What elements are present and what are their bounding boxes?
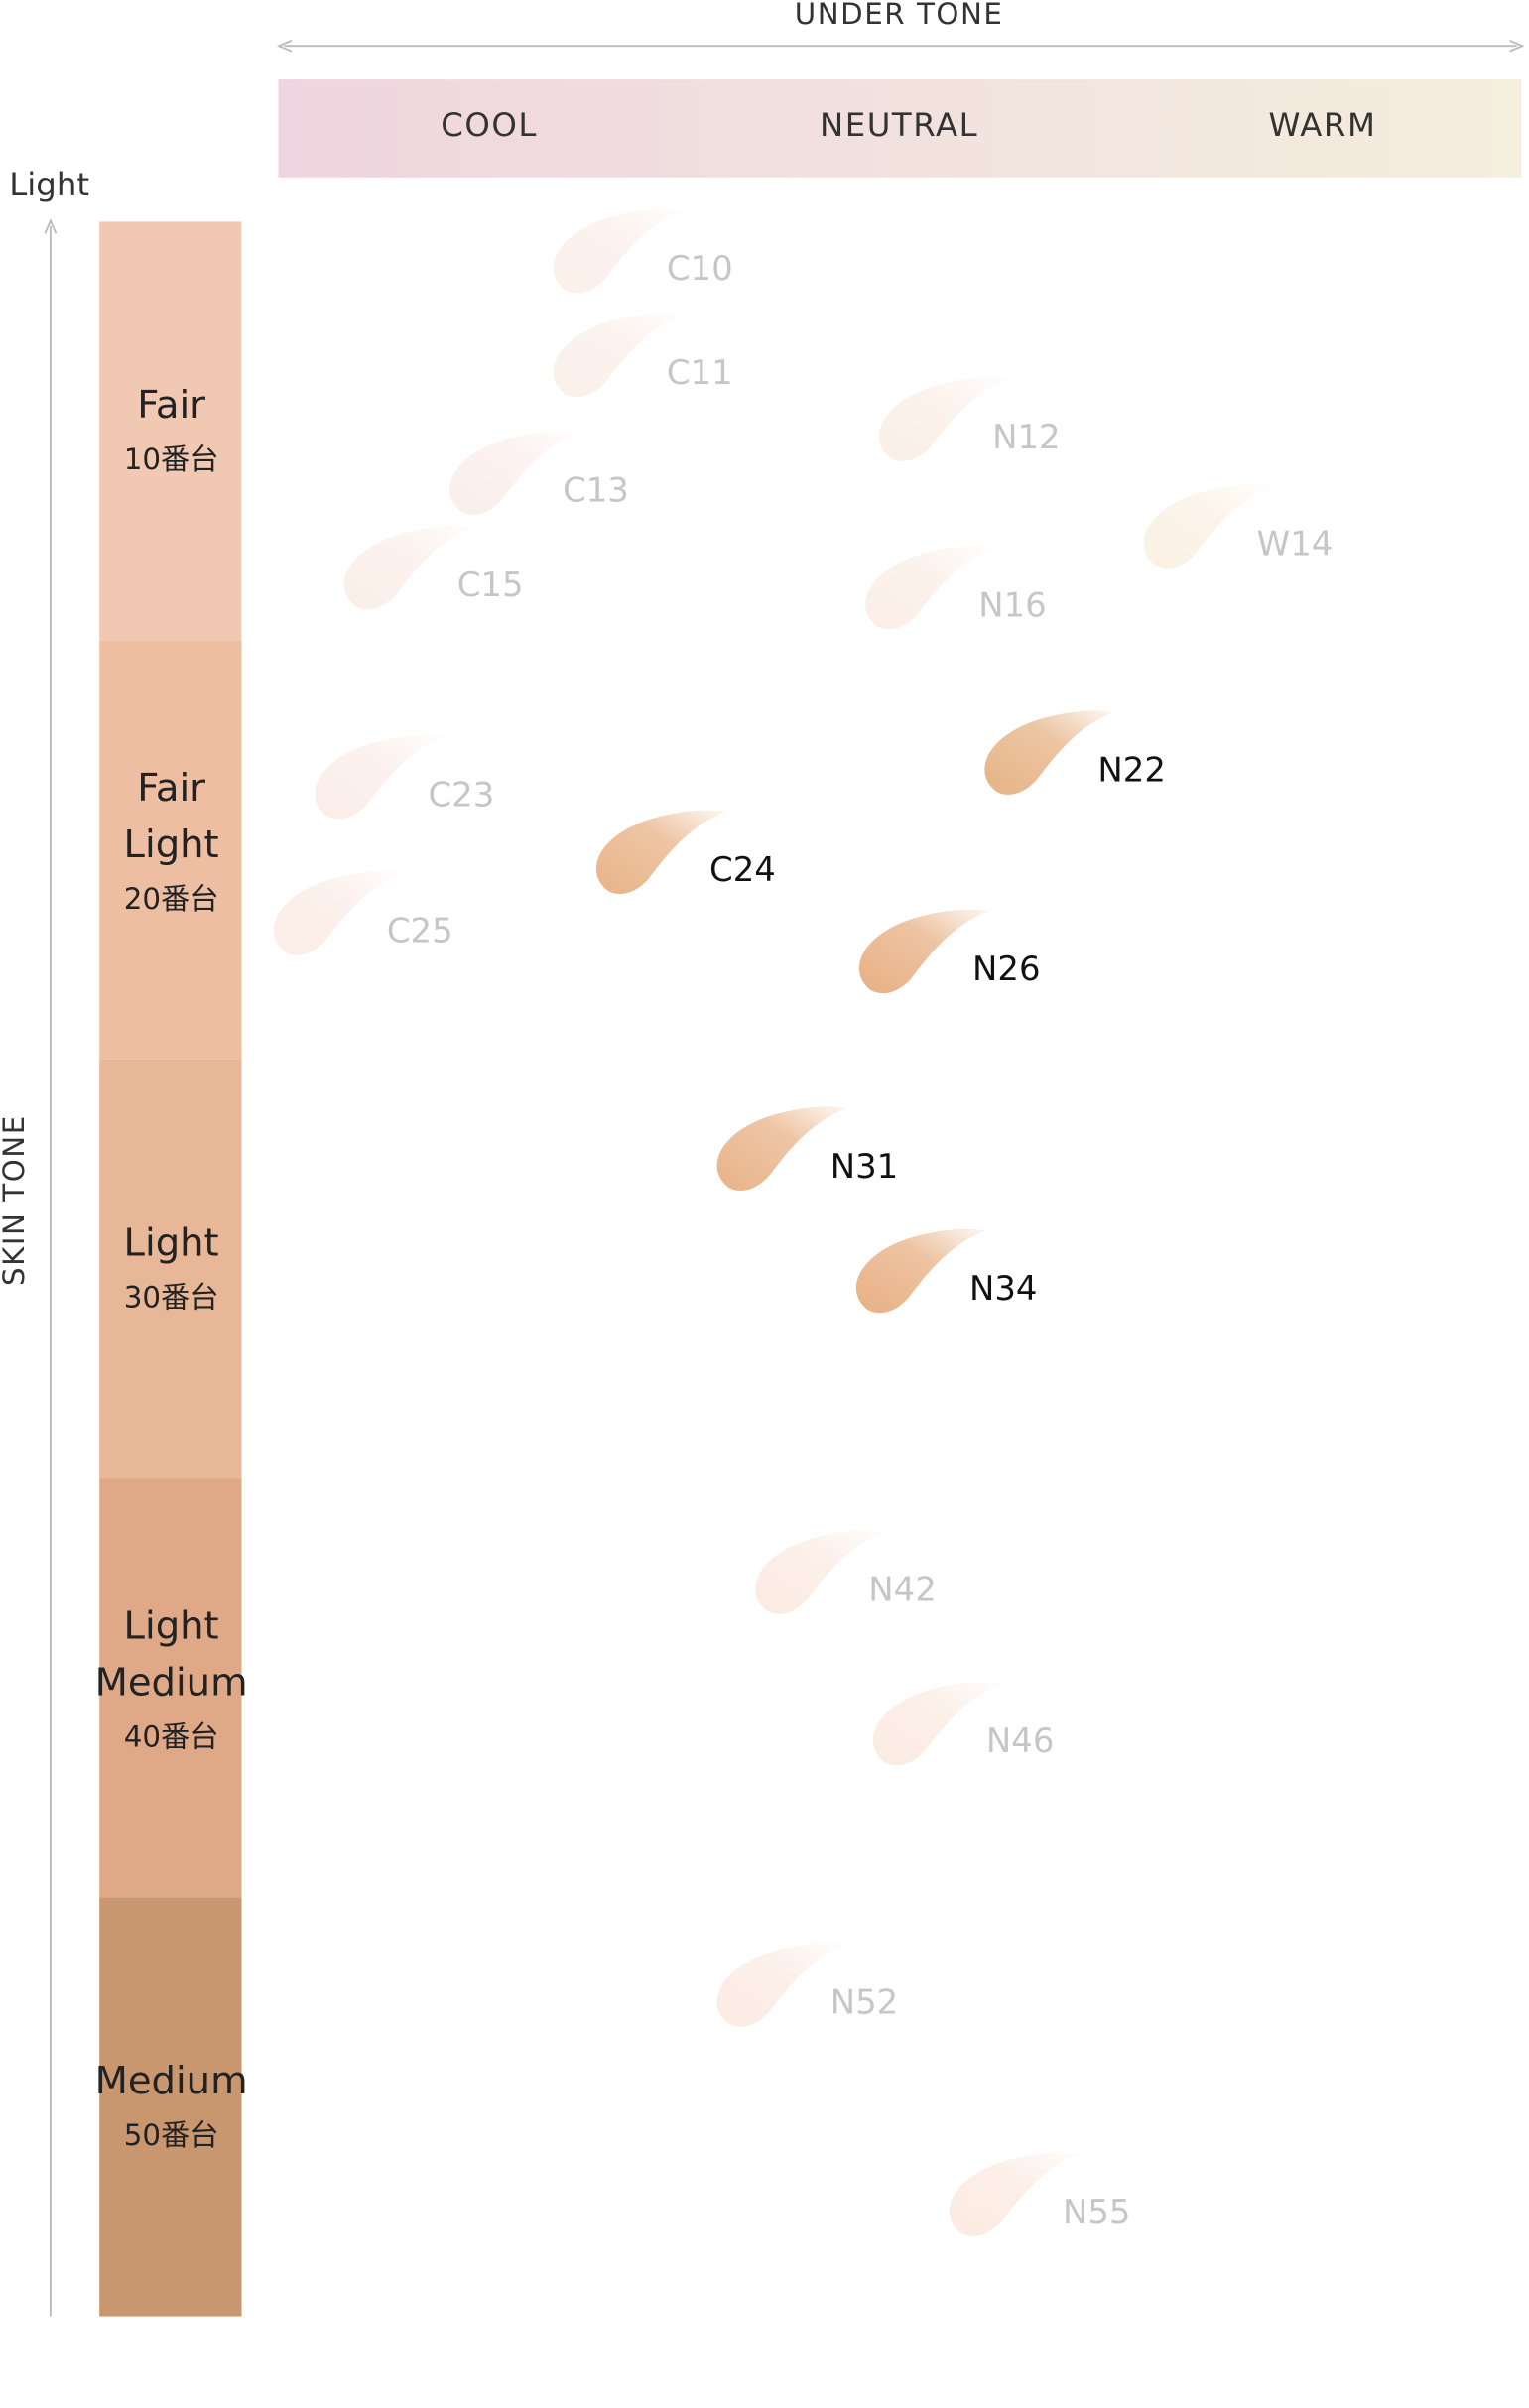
- swatch-highlight: [1143, 484, 1273, 569]
- shade-label: N42: [868, 1571, 936, 1609]
- swatch-highlight: [755, 1530, 884, 1614]
- shade-swatch: [553, 314, 683, 398]
- skin-tone-band: [99, 1059, 242, 1479]
- swatch-highlight: [553, 314, 683, 398]
- shade-swatch: [984, 710, 1113, 795]
- swatch-highlight: [716, 1106, 846, 1191]
- shade-label: N16: [978, 585, 1046, 624]
- skin-tone-name: Medium: [95, 1661, 248, 1706]
- skin-tone-number: 40番台: [124, 1720, 219, 1754]
- skin-tone-number: 10番台: [124, 443, 219, 476]
- shade-swatch: [1143, 484, 1273, 569]
- shade-swatch: [855, 1229, 985, 1314]
- swatch-highlight: [273, 871, 403, 955]
- shade-label: W14: [1257, 525, 1334, 564]
- swatch-highlight: [448, 431, 578, 515]
- shade-label: N55: [1063, 2193, 1130, 2231]
- skin-tone-band: [99, 221, 242, 641]
- shade-label: N52: [830, 1983, 898, 2022]
- shade-swatch: [595, 810, 725, 895]
- shade-label: N22: [1097, 751, 1165, 790]
- under-tone-title: UNDER TONE: [795, 0, 1004, 31]
- under-tone-label: WARM: [1268, 106, 1376, 144]
- swatch-highlight: [984, 710, 1113, 795]
- skin-tone-title: SKIN TONE: [0, 1114, 31, 1286]
- shade-label: C23: [428, 775, 494, 814]
- light-label: Light: [9, 166, 89, 203]
- skin-tone-name: Light: [124, 1604, 219, 1649]
- swatch-highlight: [716, 1943, 846, 2027]
- skin-tone-name: Fair: [137, 383, 205, 428]
- swatch-highlight: [878, 377, 1008, 461]
- shade-label: N31: [830, 1147, 898, 1186]
- shade-label: C13: [563, 471, 629, 510]
- content: COOL NEUTRAL WARM Fair 10番台 Fair Light 20番台 Ligh…: [95, 106, 1376, 2317]
- skin-tone-name: Light: [124, 1221, 219, 1266]
- shade-label: C11: [667, 353, 733, 392]
- swatch-highlight: [553, 209, 683, 294]
- skin-tone-number: 30番台: [124, 1281, 219, 1315]
- shade-label: C15: [457, 566, 524, 604]
- swatch-highlight: [858, 910, 988, 994]
- shade-label: C24: [709, 850, 776, 889]
- shade-label: N34: [969, 1269, 1037, 1308]
- skin-tone-name: Medium: [95, 2059, 248, 2103]
- under-tone-band: [278, 79, 1522, 178]
- shade-swatch: [553, 209, 683, 294]
- shade-swatch: [949, 2152, 1079, 2237]
- skin-tone-band: [99, 1897, 242, 2317]
- shade-swatch: [755, 1530, 884, 1614]
- shade-label: C25: [387, 911, 453, 950]
- skin-tone-name: Light: [124, 823, 219, 867]
- skin-tone-number: 20番台: [124, 882, 219, 916]
- swatch-highlight: [343, 526, 473, 610]
- swatch-highlight: [595, 810, 725, 895]
- swatch-highlight: [865, 546, 994, 630]
- shade-swatch: [865, 546, 994, 630]
- shade-swatch: [878, 377, 1008, 461]
- shade-label: N46: [986, 1721, 1054, 1760]
- shade-swatch: [343, 526, 473, 610]
- shade-label: N26: [972, 950, 1040, 988]
- swatch-highlight: [949, 2152, 1079, 2237]
- skin-tone-band: [99, 1478, 242, 1898]
- skin-tone-number: 50番台: [124, 2118, 219, 2152]
- skin-tone-band: [99, 640, 242, 1060]
- shade-swatch: [448, 431, 578, 515]
- shade-swatch: [273, 871, 403, 955]
- shade-swatch: [872, 1682, 1002, 1766]
- under-tone-label: NEUTRAL: [820, 106, 978, 144]
- shade-swatch: [716, 1943, 846, 2027]
- swatch-highlight: [315, 735, 444, 820]
- shade-label: C10: [667, 249, 733, 288]
- skin-tone-name: Fair: [137, 766, 205, 811]
- shade-swatch: [315, 735, 444, 820]
- under-tone-label: COOL: [441, 106, 538, 144]
- swatch-highlight: [855, 1229, 985, 1314]
- swatch-highlight: [872, 1682, 1002, 1766]
- shade-swatch: [716, 1106, 846, 1191]
- shade-label: N12: [992, 418, 1060, 456]
- shade-swatch: [858, 910, 988, 994]
